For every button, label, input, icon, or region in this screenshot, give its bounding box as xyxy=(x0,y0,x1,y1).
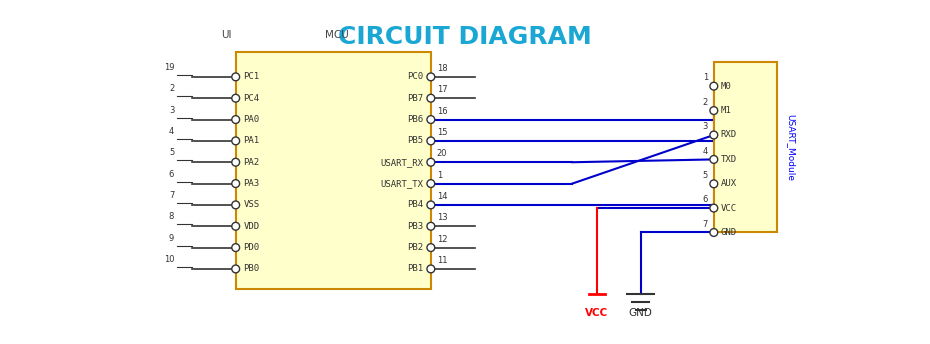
Text: 10: 10 xyxy=(164,255,174,264)
Text: AUX: AUX xyxy=(721,179,737,188)
Text: PB3: PB3 xyxy=(407,222,423,231)
Text: 7: 7 xyxy=(702,219,708,229)
Circle shape xyxy=(710,180,718,188)
Text: USART_Module: USART_Module xyxy=(787,114,795,181)
Text: VCC: VCC xyxy=(585,308,608,318)
Text: 11: 11 xyxy=(437,256,447,265)
Text: PB0: PB0 xyxy=(244,265,259,273)
Circle shape xyxy=(427,116,434,123)
Text: 12: 12 xyxy=(437,235,447,244)
Text: 15: 15 xyxy=(437,128,447,137)
Circle shape xyxy=(710,131,718,139)
Circle shape xyxy=(427,137,434,145)
Circle shape xyxy=(427,201,434,209)
Text: TXD: TXD xyxy=(721,155,737,164)
Circle shape xyxy=(710,82,718,90)
Circle shape xyxy=(710,107,718,115)
Circle shape xyxy=(427,73,434,81)
Text: PB2: PB2 xyxy=(407,243,423,252)
Bar xyxy=(235,52,431,289)
Circle shape xyxy=(232,244,240,251)
Text: 16: 16 xyxy=(437,107,447,116)
Text: M0: M0 xyxy=(721,82,731,91)
Circle shape xyxy=(427,180,434,187)
Text: USART_RX: USART_RX xyxy=(380,158,423,167)
Text: GND: GND xyxy=(629,308,653,318)
Circle shape xyxy=(232,116,240,123)
Text: VSS: VSS xyxy=(244,201,259,209)
Circle shape xyxy=(427,244,434,251)
Text: CIRCUIT DIAGRAM: CIRCUIT DIAGRAM xyxy=(339,25,591,49)
Text: UI: UI xyxy=(220,30,232,40)
Text: M1: M1 xyxy=(721,106,731,115)
Circle shape xyxy=(427,265,434,273)
Circle shape xyxy=(710,204,718,212)
Text: 1: 1 xyxy=(437,171,442,180)
Text: 4: 4 xyxy=(703,147,708,155)
Text: 17: 17 xyxy=(437,85,447,94)
Text: 6: 6 xyxy=(169,170,174,179)
Circle shape xyxy=(427,158,434,166)
Circle shape xyxy=(232,94,240,102)
Text: 19: 19 xyxy=(164,63,174,72)
Text: PD0: PD0 xyxy=(244,243,259,252)
Circle shape xyxy=(232,137,240,145)
Text: 18: 18 xyxy=(437,64,447,73)
Text: USART_TX: USART_TX xyxy=(380,179,423,188)
Text: PA2: PA2 xyxy=(244,158,259,167)
Text: 13: 13 xyxy=(437,213,447,222)
Circle shape xyxy=(427,94,434,102)
Circle shape xyxy=(232,222,240,230)
Text: 9: 9 xyxy=(169,234,174,243)
Text: 2: 2 xyxy=(169,84,174,93)
Text: PA1: PA1 xyxy=(244,137,259,146)
Text: MCU: MCU xyxy=(326,30,349,40)
Circle shape xyxy=(232,265,240,273)
Circle shape xyxy=(427,222,434,230)
Text: PA0: PA0 xyxy=(244,115,259,124)
Circle shape xyxy=(232,73,240,81)
Text: 1: 1 xyxy=(703,73,708,82)
Text: VCC: VCC xyxy=(721,204,737,213)
Text: VDD: VDD xyxy=(244,222,259,231)
Text: 3: 3 xyxy=(169,106,174,115)
Text: PC1: PC1 xyxy=(244,72,259,82)
Text: 6: 6 xyxy=(702,195,708,204)
Text: PB1: PB1 xyxy=(407,265,423,273)
Text: 5: 5 xyxy=(169,148,174,157)
Text: 2: 2 xyxy=(703,98,708,107)
Circle shape xyxy=(232,180,240,187)
Circle shape xyxy=(232,201,240,209)
Text: 4: 4 xyxy=(169,127,174,136)
Circle shape xyxy=(710,155,718,163)
Text: PB6: PB6 xyxy=(407,115,423,124)
Text: 7: 7 xyxy=(169,191,174,200)
Text: 3: 3 xyxy=(702,122,708,131)
Text: PB4: PB4 xyxy=(407,201,423,209)
Bar xyxy=(714,62,777,233)
Circle shape xyxy=(710,229,718,236)
Text: PB5: PB5 xyxy=(407,137,423,146)
Text: PB7: PB7 xyxy=(407,94,423,103)
Text: GND: GND xyxy=(721,228,737,237)
Text: 14: 14 xyxy=(437,192,447,201)
Text: RXD: RXD xyxy=(721,130,737,140)
Circle shape xyxy=(232,158,240,166)
Text: PC0: PC0 xyxy=(407,72,423,82)
Text: 5: 5 xyxy=(703,171,708,180)
Text: PA3: PA3 xyxy=(244,179,259,188)
Text: 8: 8 xyxy=(169,212,174,222)
Text: 20: 20 xyxy=(437,149,447,158)
Text: PC4: PC4 xyxy=(244,94,259,103)
